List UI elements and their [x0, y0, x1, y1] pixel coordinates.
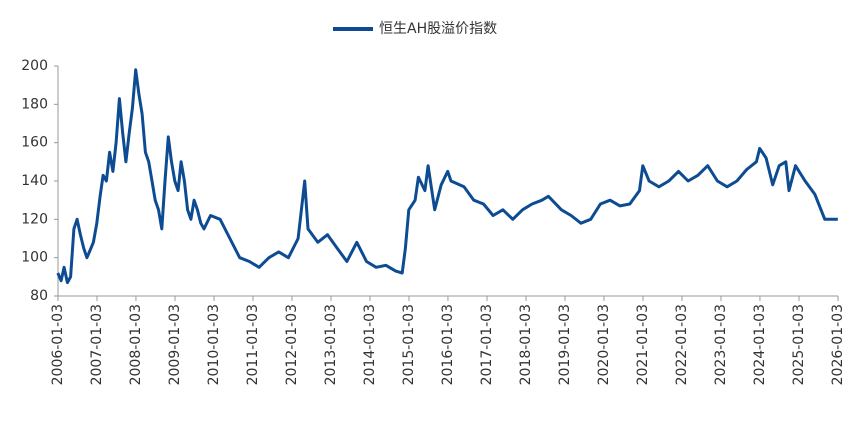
legend-label: 恒生AH股溢价指数	[379, 21, 497, 37]
y-tick-label: 100	[21, 250, 48, 266]
x-tick-label: 2025-01-03	[791, 304, 807, 385]
y-tick-label: 80	[30, 288, 48, 304]
x-tick-label: 2014-01-03	[362, 304, 378, 385]
x-tick-label: 2018-01-03	[518, 304, 534, 385]
x-tick-label: 2021-01-03	[635, 304, 651, 385]
x-tick-label: 2016-01-03	[440, 304, 456, 385]
x-tick-label: 2020-01-03	[596, 304, 612, 385]
x-tick-label: 2007-01-03	[89, 304, 105, 385]
x-tick-label: 2013-01-03	[323, 304, 339, 385]
y-tick-label: 160	[21, 135, 48, 151]
x-tick-label: 2009-01-03	[167, 304, 183, 385]
x-tick-label: 2022-01-03	[674, 304, 690, 385]
x-tick-label: 2023-01-03	[713, 304, 729, 385]
y-tick-label: 200	[21, 58, 48, 74]
x-tick-label: 2010-01-03	[206, 304, 222, 385]
x-tick-label: 2011-01-03	[245, 304, 261, 385]
x-tick-label: 2012-01-03	[284, 304, 300, 385]
x-tick-label: 2019-01-03	[557, 304, 573, 385]
x-tick-label: 2008-01-03	[128, 304, 144, 385]
y-tick-label: 120	[21, 211, 48, 227]
x-tick-label: 2006-01-03	[50, 304, 66, 385]
x-tick-label: 2024-01-03	[752, 304, 768, 385]
y-tick-label: 180	[21, 96, 48, 112]
x-tick-label: 2017-01-03	[479, 304, 495, 385]
line-series	[56, 68, 838, 285]
x-tick-label: 2015-01-03	[401, 304, 417, 385]
y-tick-label: 140	[21, 173, 48, 189]
x-tick-label: 2026-01-03	[830, 304, 846, 385]
